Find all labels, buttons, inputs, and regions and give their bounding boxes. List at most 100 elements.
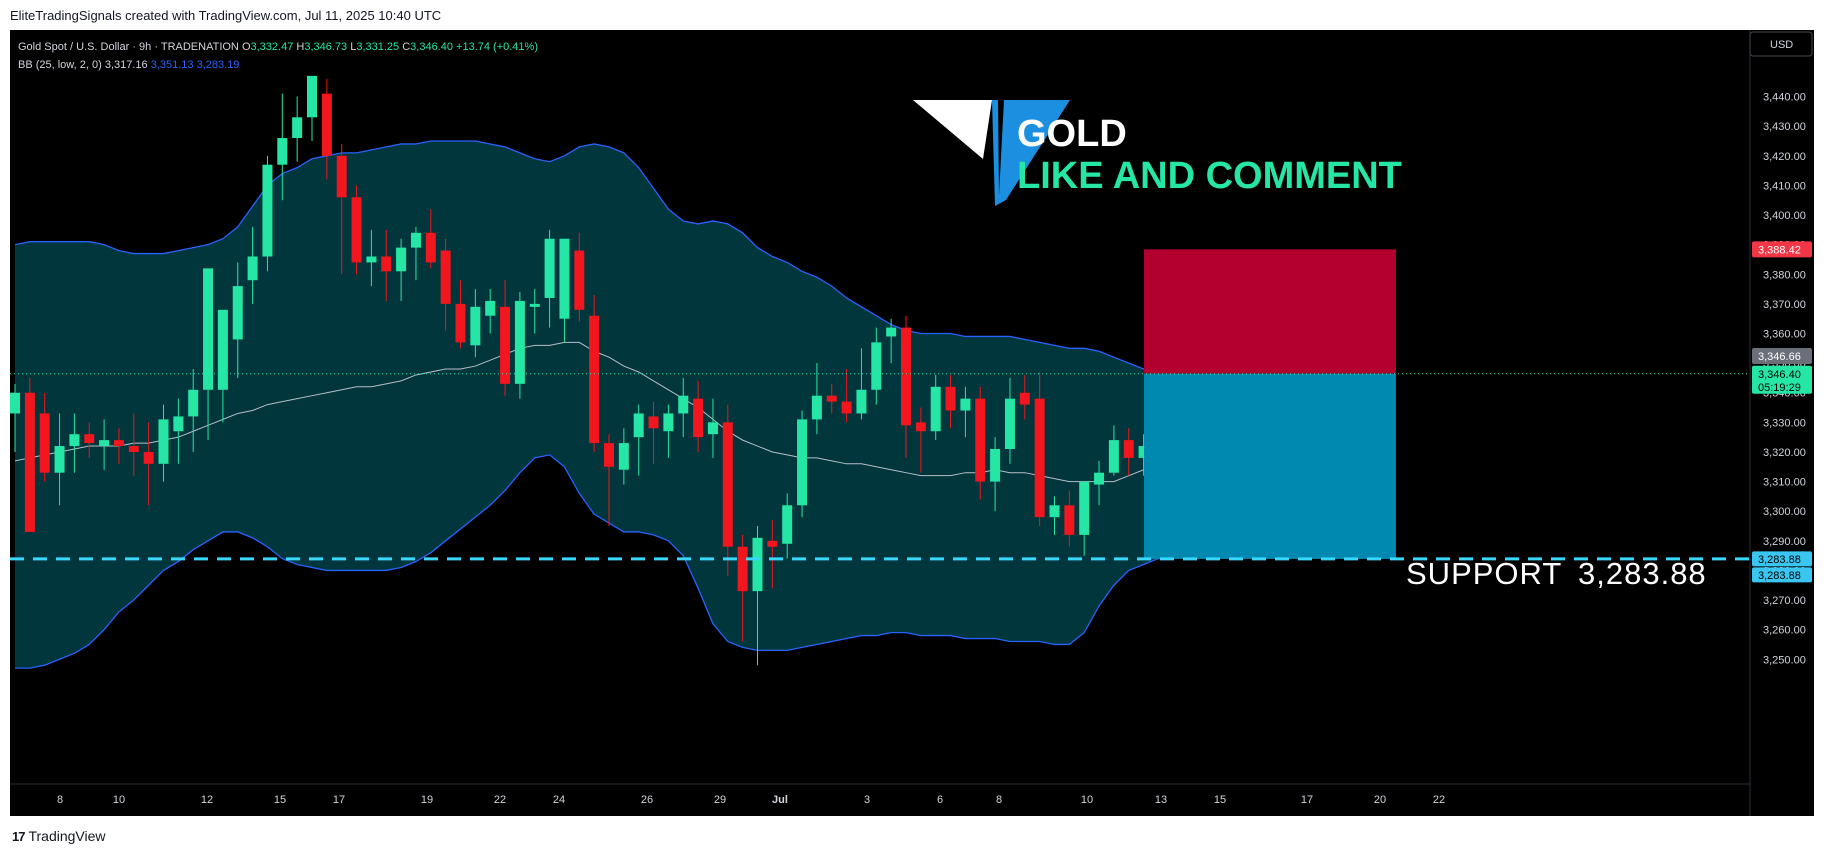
candle bbox=[886, 318, 897, 364]
candle bbox=[707, 398, 718, 458]
time-tick-label: 10 bbox=[1081, 794, 1093, 806]
candle-body bbox=[1079, 481, 1090, 535]
overlay-layer bbox=[10, 249, 1750, 561]
candle bbox=[1079, 481, 1090, 556]
time-tick-label: 20 bbox=[1374, 794, 1386, 806]
candle bbox=[24, 377, 35, 532]
time-tick-label: 13 bbox=[1155, 794, 1167, 806]
price-tick-label: 3,430.00 bbox=[1763, 121, 1806, 133]
time-tick-label: 12 bbox=[201, 794, 213, 806]
price-tick-label: 3,250.00 bbox=[1763, 654, 1806, 666]
legend-symbol: Gold Spot / U.S. Dollar · 9h · TRADENATI… bbox=[18, 41, 538, 53]
candle-body bbox=[975, 398, 986, 482]
time-tick-label: 29 bbox=[714, 794, 726, 806]
candle-body bbox=[247, 256, 258, 281]
candle-body bbox=[722, 422, 733, 547]
prev-price-tag-text: 3,346.66 bbox=[1758, 351, 1801, 363]
candle bbox=[10, 383, 20, 452]
price-tick-label: 3,400.00 bbox=[1763, 210, 1806, 222]
candle bbox=[321, 78, 332, 180]
candle-body bbox=[113, 440, 124, 447]
candle-body bbox=[618, 443, 629, 470]
candle bbox=[752, 526, 763, 666]
candle-body bbox=[945, 386, 956, 411]
candle-body bbox=[158, 419, 169, 464]
candle bbox=[930, 374, 941, 441]
candle-body bbox=[128, 446, 139, 452]
currency-button[interactable] bbox=[1749, 31, 1813, 57]
gold-heading: GOLD bbox=[1017, 113, 1127, 155]
tradingview-logo[interactable]: 17 TradingView bbox=[12, 828, 106, 844]
candle-body bbox=[24, 392, 35, 532]
time-tick-label: 3 bbox=[864, 794, 870, 806]
candle-body bbox=[737, 546, 748, 592]
candle bbox=[722, 404, 733, 577]
candle bbox=[633, 404, 644, 476]
candle bbox=[1094, 460, 1105, 506]
candle-body bbox=[10, 392, 20, 414]
candle bbox=[500, 280, 511, 396]
last-price-tag-text: 3,346.40 bbox=[1758, 369, 1801, 381]
candle bbox=[663, 404, 674, 458]
candle bbox=[559, 238, 570, 343]
candle bbox=[514, 292, 525, 399]
candle bbox=[54, 413, 65, 506]
support-value-label: 3,283.88 bbox=[1578, 556, 1707, 591]
candle-body bbox=[707, 422, 718, 435]
candle-body bbox=[604, 443, 614, 467]
candle-body bbox=[1049, 505, 1060, 518]
price-chart[interactable]: Gold Spot / U.S. Dollar · 9h · TRADENATI… bbox=[10, 30, 1814, 816]
price-tick-label: 3,310.00 bbox=[1763, 477, 1806, 489]
price-axis[interactable] bbox=[1750, 30, 1814, 816]
bollinger-lower-line bbox=[15, 454, 1174, 669]
candle bbox=[737, 534, 748, 642]
price-tick-label: 3,260.00 bbox=[1763, 625, 1806, 637]
bb-lower-value: 3,283.19 bbox=[197, 59, 240, 71]
stop-loss-zone bbox=[1144, 249, 1396, 374]
time-axis-ticks: 8 10 12 15 17 19 22 24 26 29 Jul 3 6 8 10 13 15 17 20 22 bbox=[57, 794, 1445, 806]
candle-body bbox=[262, 164, 273, 257]
candle-body bbox=[188, 389, 199, 417]
candle bbox=[440, 238, 451, 331]
candle-body bbox=[1138, 446, 1149, 458]
candle bbox=[604, 434, 614, 526]
candle-body bbox=[589, 315, 600, 444]
candle-body bbox=[1108, 440, 1119, 473]
candle-body bbox=[797, 419, 808, 506]
time-tick-label: 22 bbox=[494, 794, 506, 806]
candle-body bbox=[529, 303, 540, 307]
time-tick-label: 15 bbox=[1214, 794, 1226, 806]
price-tick-label: 3,270.00 bbox=[1763, 595, 1806, 607]
candle bbox=[1138, 434, 1149, 476]
candle-body bbox=[1094, 472, 1105, 485]
price-tick-label: 3,300.00 bbox=[1763, 506, 1806, 518]
candle-body bbox=[930, 386, 941, 432]
bollinger-upper-line bbox=[14, 140, 1174, 373]
candle-body bbox=[574, 250, 585, 310]
candle bbox=[544, 229, 555, 328]
candle-body bbox=[811, 395, 822, 420]
candle bbox=[841, 369, 852, 423]
candle-body bbox=[871, 342, 882, 390]
candle-body bbox=[321, 93, 332, 156]
candle bbox=[871, 327, 882, 405]
candle-body bbox=[782, 505, 793, 544]
time-tick-label: 6 bbox=[937, 794, 943, 806]
chart-frame[interactable]: Gold Spot / U.S. Dollar · 9h · TRADENATI… bbox=[10, 30, 1814, 816]
candle-body bbox=[841, 401, 852, 414]
prev-price-tag: 3,346.66 bbox=[1752, 348, 1812, 365]
legend-l-value: 3,331.25 bbox=[356, 41, 402, 53]
legend-o-key: O bbox=[242, 41, 251, 53]
time-tick-label: Jul bbox=[772, 794, 788, 806]
candle-body bbox=[485, 300, 496, 316]
candle bbox=[217, 309, 228, 423]
candle-body bbox=[856, 389, 867, 414]
candle bbox=[856, 348, 867, 420]
logo-gap bbox=[998, 100, 1004, 195]
legend-symbol-text: Gold Spot / U.S. Dollar · 9h · TRADENATI… bbox=[18, 41, 242, 53]
time-tick-label: 26 bbox=[641, 794, 653, 806]
like-comment-cta: LIKE AND COMMENT bbox=[1017, 155, 1402, 197]
candle bbox=[99, 419, 110, 470]
footer-bar: 17 TradingView bbox=[0, 818, 1826, 854]
legend-c-value: 3,346.40 bbox=[410, 41, 456, 53]
